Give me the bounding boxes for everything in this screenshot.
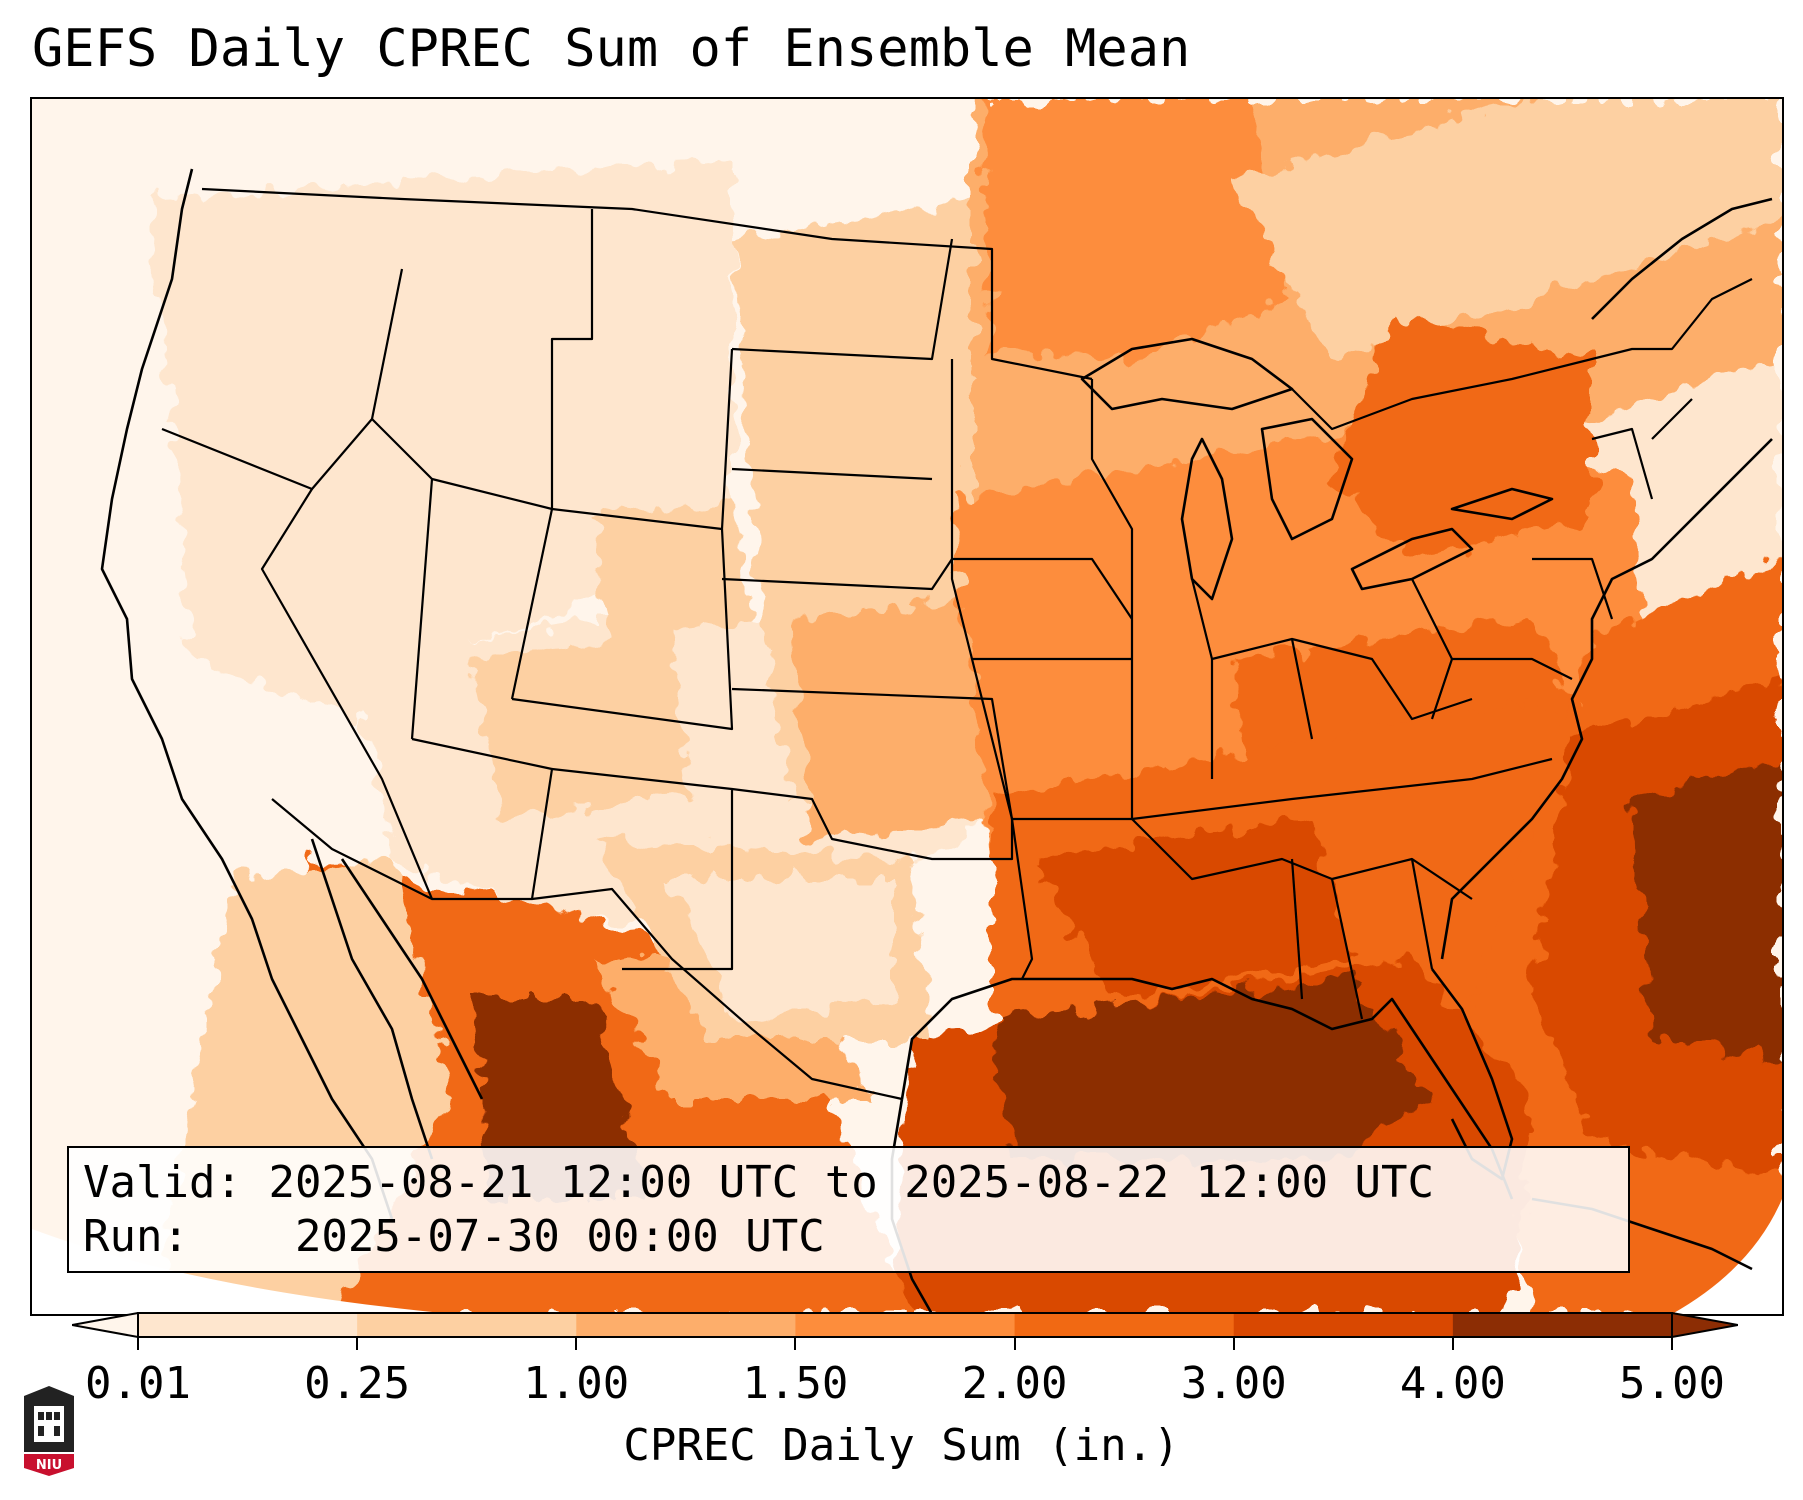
field-kansas-ok: [792, 599, 1012, 839]
page-title: GEFS Daily CPREC Sum of Ensemble Mean: [32, 19, 1191, 79]
colorbar-tick-label: 0.25: [304, 1358, 411, 1409]
colorbar-tick-label: 1.00: [523, 1358, 630, 1409]
colorbar-tick: [1451, 1338, 1454, 1350]
logo-building: [34, 1406, 64, 1442]
valid-label: Valid:: [83, 1157, 242, 1208]
map-panel: [30, 97, 1784, 1316]
colorbar-frame: [137, 1312, 1673, 1338]
run-row: Run: 2025-07-30 00:00 UTC: [83, 1210, 1628, 1264]
colorbar-segment: [1014, 1313, 1235, 1337]
colorbar-ticks: [0, 1338, 1803, 1358]
colorbar-tick: [1232, 1338, 1235, 1350]
niu-logo: NIU: [24, 1386, 74, 1476]
colorbar-tick: [1671, 1338, 1673, 1350]
precipitation-map: [32, 99, 1782, 1314]
colorbar-tick-label: 5.00: [1619, 1358, 1725, 1409]
colorbar-segment: [795, 1313, 1016, 1337]
field-rockies: [152, 159, 732, 719]
valid-value: 2025-08-21 12:00 UTC to 2025-08-22 12:00…: [268, 1157, 1435, 1208]
field-great-lakes: [1332, 319, 1592, 559]
colorbar-segment: [1452, 1313, 1673, 1337]
valid-run-info-box: Valid: 2025-08-21 12:00 UTC to 2025-08-2…: [67, 1146, 1630, 1273]
colorbar-label: CPREC Daily Sum (in.): [623, 1420, 1180, 1471]
colorbar-segment: [1233, 1313, 1454, 1337]
precip-field: [32, 99, 1782, 1314]
run-value: 2025-07-30 00:00 UTC: [294, 1211, 825, 1262]
colorbar-tick-label: 3.00: [1180, 1358, 1287, 1409]
domain-corner-left: [32, 1229, 452, 1314]
colorbar-tick: [575, 1338, 578, 1350]
logo-banner: [24, 1454, 74, 1476]
coastlines: [100, 168, 1773, 1314]
colorbar-tick: [137, 1338, 139, 1350]
colorbar-tick-label: 2.00: [961, 1358, 1068, 1409]
field-colorado: [592, 499, 752, 639]
field-quebec: [1232, 99, 1782, 359]
colorbar-segment: [357, 1313, 577, 1337]
colorbar-extend-low: [72, 1312, 139, 1338]
colorbar: [72, 1312, 1738, 1338]
field-atlantic-max: [1632, 759, 1782, 1059]
colorbar-segment: [576, 1313, 796, 1337]
field-nm-az: [472, 629, 692, 819]
colorbar-tick: [356, 1338, 359, 1350]
field-ontario: [982, 99, 1292, 359]
colorbar-extend-high: [1671, 1312, 1738, 1338]
colorbar-tick-label: 4.00: [1399, 1358, 1506, 1409]
field-west-texas: [672, 879, 892, 1019]
valid-row: Valid: 2025-08-21 12:00 UTC to 2025-08-2…: [83, 1156, 1628, 1210]
colorbar-tick-label: 0.01: [85, 1358, 191, 1409]
colorbar-tick: [794, 1338, 797, 1350]
field-lower-mississippi: [1032, 819, 1352, 999]
colorbar-tick-label: 1.50: [742, 1358, 849, 1409]
state-borders: [161, 187, 1753, 1101]
colorbar-tick: [1013, 1338, 1016, 1350]
logo-text: NIU: [36, 1458, 62, 1473]
colorbar-segment: [138, 1313, 358, 1337]
run-label: Run:: [83, 1211, 189, 1262]
domain-corner-right: [1672, 1199, 1782, 1314]
